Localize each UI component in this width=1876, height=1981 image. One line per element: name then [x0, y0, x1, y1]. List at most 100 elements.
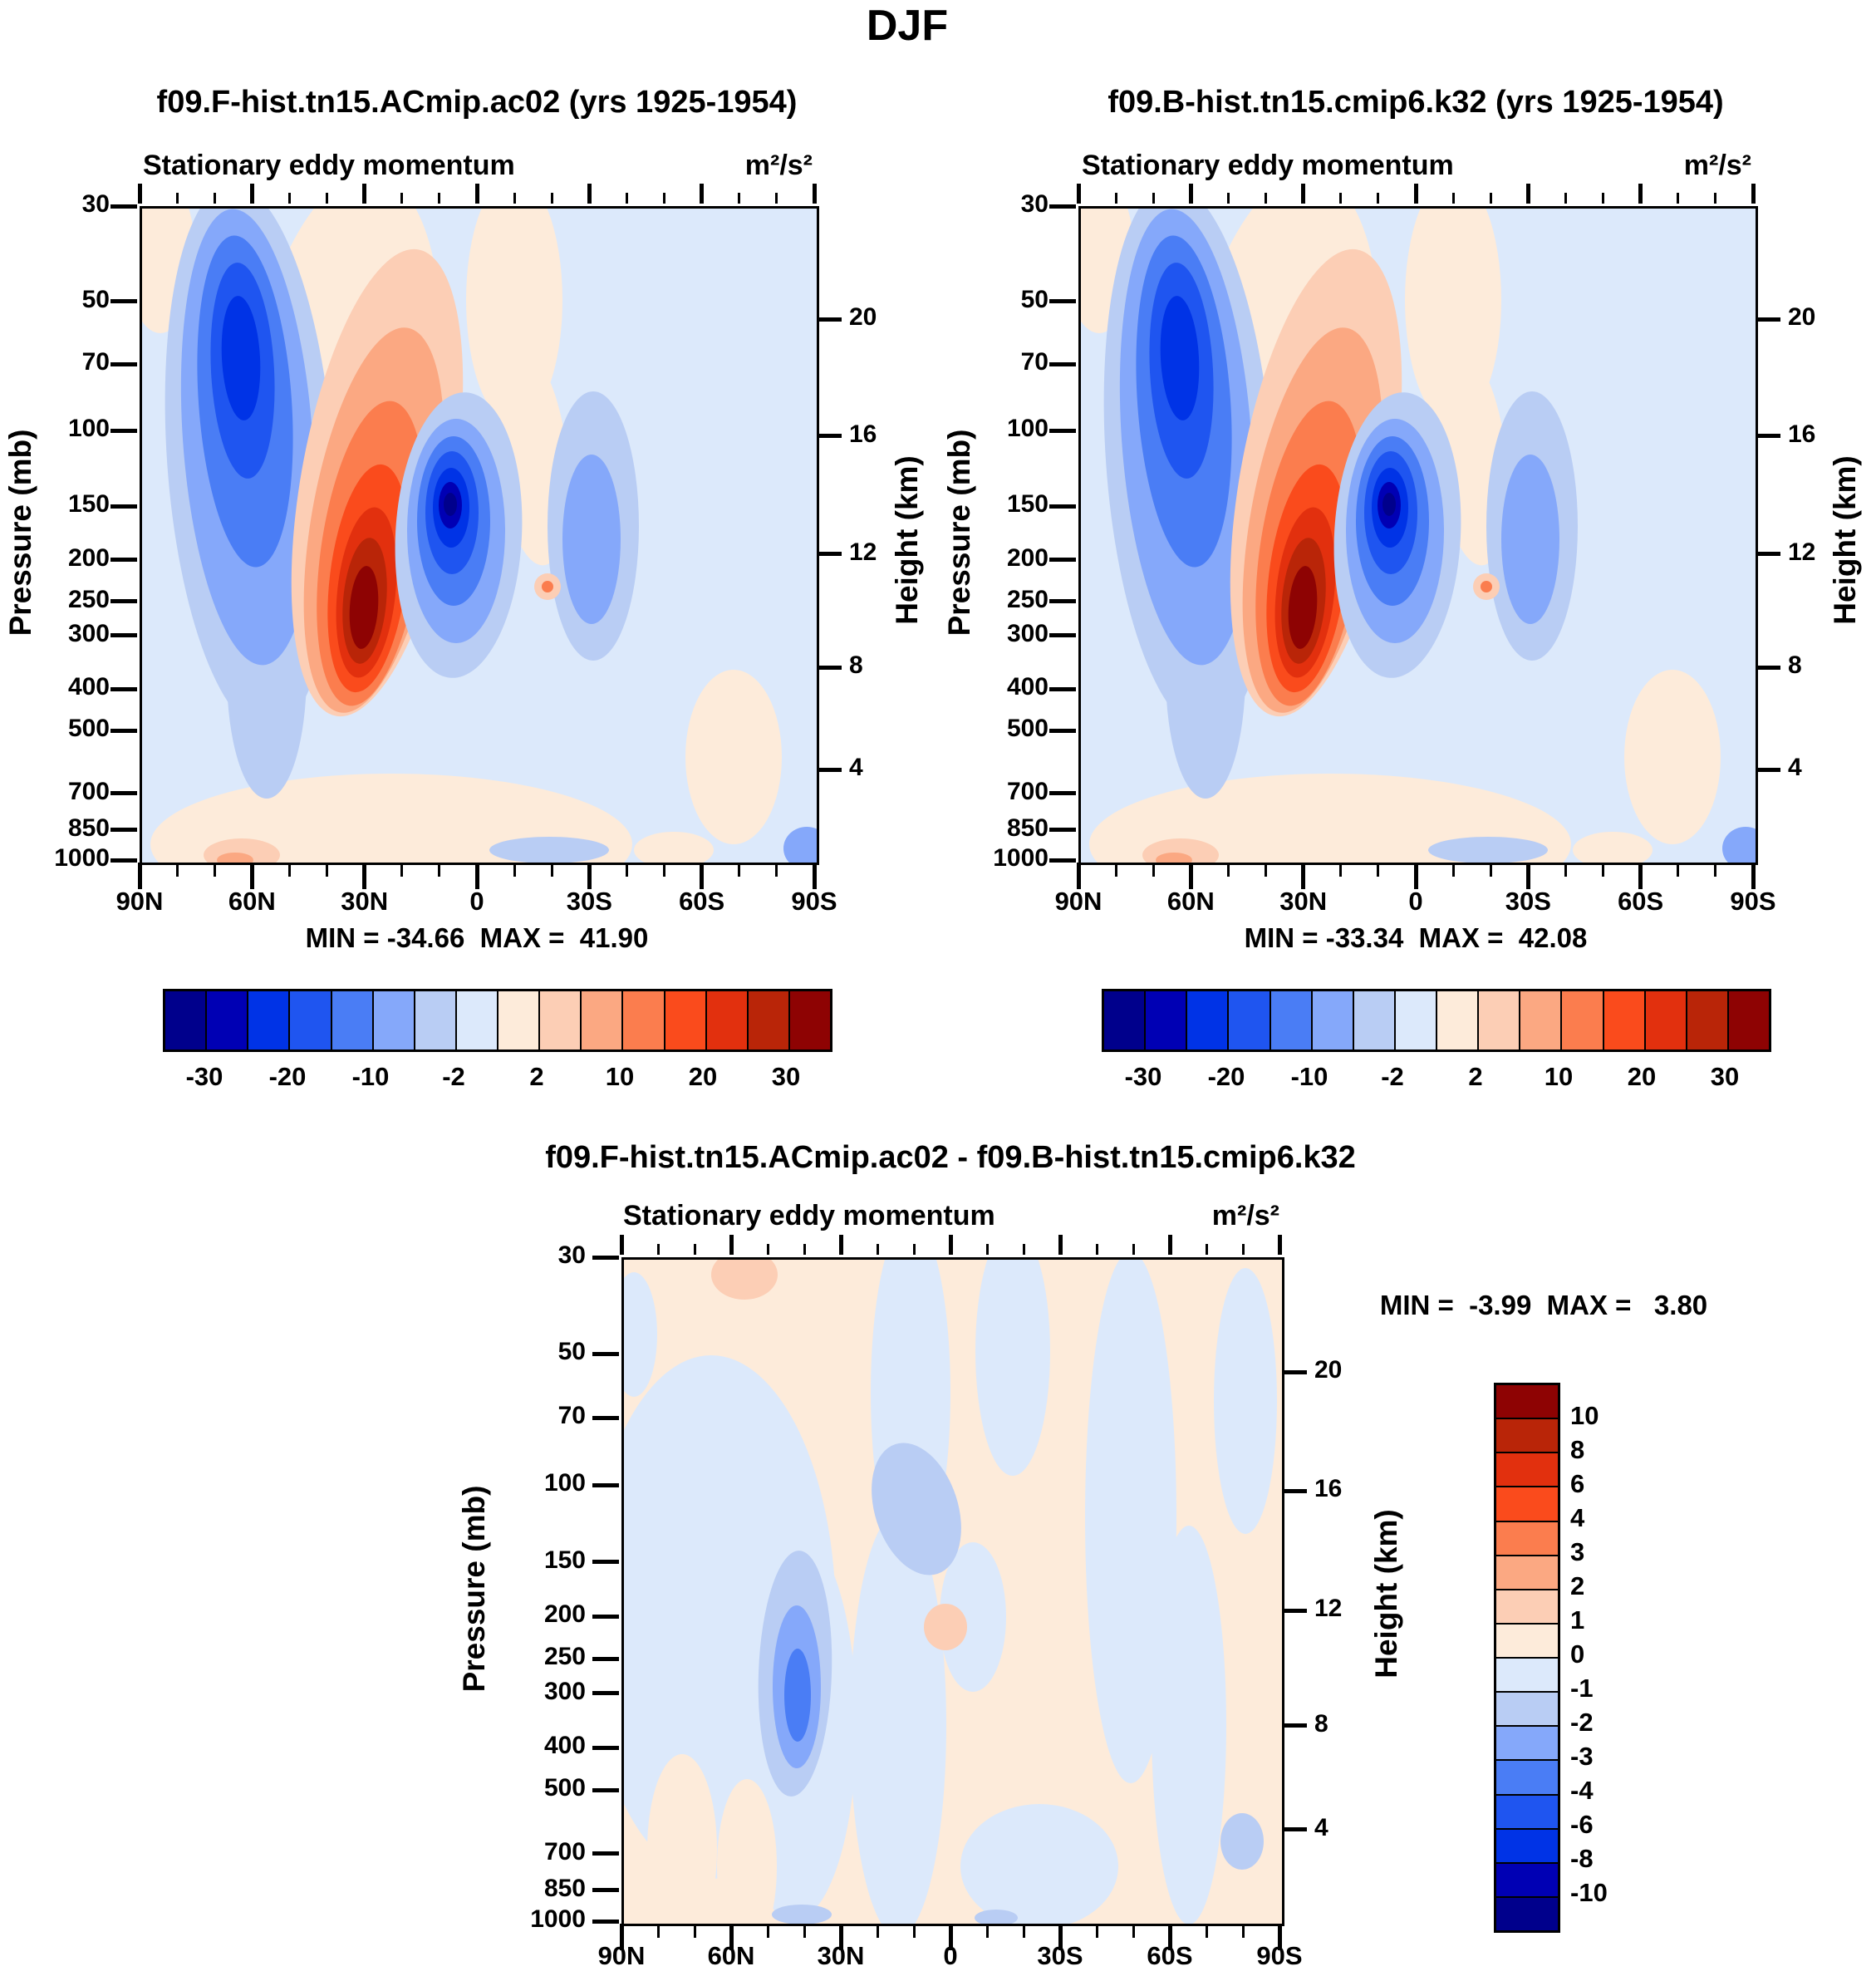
colorbar-cell: [1393, 991, 1436, 1049]
panel-b-contour-field: [1081, 209, 1756, 863]
x-minor-tick: [1451, 863, 1455, 877]
height-tick: [1756, 434, 1780, 439]
x-minor-tick-top: [1714, 193, 1717, 204]
x-minor-tick: [1022, 1924, 1025, 1938]
height-tick: [1756, 665, 1780, 670]
height-tick-label: 16: [1314, 1475, 1343, 1503]
x-tick-label: 30N: [341, 887, 389, 916]
x-major-tick-top: [812, 184, 817, 204]
pressure-tick: [110, 858, 137, 863]
x-tick-label: 90S: [1730, 887, 1776, 916]
colorbar-tick-label: -30: [1124, 1062, 1162, 1091]
x-minor-tick: [400, 863, 404, 877]
x-major-tick: [838, 1924, 843, 1950]
height-tick-label: 12: [1788, 538, 1816, 566]
x-minor-tick-top: [1226, 193, 1230, 204]
colorbar-cell: [1227, 991, 1269, 1049]
pressure-tick-label: 500: [1006, 715, 1048, 743]
pressure-tick-label: 400: [67, 673, 110, 701]
x-minor-tick-top: [438, 193, 441, 204]
pressure-tick: [1049, 299, 1076, 304]
x-major-tick-top: [1188, 184, 1193, 204]
pressure-tick-label: 100: [1006, 415, 1048, 443]
height-tick: [1756, 767, 1780, 772]
panel-c-plot: [621, 1257, 1284, 1926]
colorbar-tick-label: 0: [1570, 1639, 1585, 1669]
x-minor-tick-top: [1377, 193, 1380, 204]
x-minor-tick-top: [1152, 193, 1155, 204]
panel-a-title: f09.F-hist.tn15.ACmip.ac02 (yrs 1925-195…: [156, 85, 798, 120]
x-minor-tick-top: [1677, 193, 1680, 204]
x-major-tick: [1413, 863, 1418, 889]
x-major-tick-top: [1751, 184, 1756, 204]
colorbar-tick-label: 2: [1570, 1571, 1585, 1600]
pressure-tick: [592, 1656, 619, 1661]
x-major-tick: [1638, 863, 1643, 889]
x-minor-tick-top: [775, 193, 778, 204]
x-minor-tick-top: [1265, 193, 1268, 204]
x-tick-label: 0: [943, 1941, 958, 1970]
pressure-tick-label: 200: [543, 1600, 586, 1629]
pressure-tick-label: 1000: [54, 844, 110, 872]
pressure-tick: [1049, 828, 1076, 833]
x-major-tick-top: [948, 1235, 953, 1255]
colorbar-tick-label: -10: [1570, 1878, 1608, 1907]
x-minor-tick: [550, 863, 553, 877]
x-minor-tick-top: [625, 193, 628, 204]
x-minor-tick-top: [656, 1244, 660, 1255]
x-minor-tick-top: [803, 1244, 806, 1255]
colorbar-cell: [1496, 1588, 1558, 1623]
colorbar-cell: [1643, 991, 1686, 1049]
x-minor-tick: [1339, 863, 1343, 877]
height-tick: [817, 552, 842, 557]
colorbar-cell: [705, 991, 747, 1049]
x-minor-tick: [175, 863, 179, 877]
x-minor-tick: [766, 1924, 769, 1938]
x-minor-tick: [1114, 863, 1117, 877]
x-minor-tick: [1489, 863, 1492, 877]
x-minor-tick: [738, 863, 741, 877]
pressure-tick-label: 200: [1006, 543, 1048, 572]
x-major-tick-top: [1301, 184, 1306, 204]
height-tick: [1282, 1723, 1307, 1728]
colorbar-cell: [538, 991, 581, 1049]
colorbar-cell: [1496, 1657, 1558, 1692]
height-tick: [817, 767, 842, 772]
pressure-tick: [110, 633, 137, 638]
pressure-tick-label: 850: [67, 814, 110, 842]
pressure-tick: [592, 1415, 619, 1420]
height-tick: [1756, 317, 1780, 322]
pressure-tick: [1049, 728, 1076, 733]
pressure-tick-label: 50: [557, 1338, 586, 1366]
height-tick-label: 8: [1788, 651, 1802, 680]
height-tick-label: 12: [849, 538, 877, 566]
x-minor-tick: [1226, 863, 1230, 877]
x-minor-tick-top: [663, 193, 666, 204]
x-minor-tick-top: [693, 1244, 696, 1255]
height-tick-label: 8: [849, 651, 863, 680]
panel-a-plot: [140, 206, 819, 865]
x-minor-tick-top: [1489, 193, 1492, 204]
x-major-tick: [587, 863, 592, 889]
x-major-tick: [1277, 1924, 1282, 1950]
x-major-tick: [474, 863, 479, 889]
pressure-tick: [1049, 599, 1076, 604]
x-minor-tick: [1241, 1924, 1245, 1938]
colorbar-cell: [1519, 991, 1561, 1049]
x-major-tick-top: [1058, 1235, 1063, 1255]
x-major-tick: [700, 863, 705, 889]
x-minor-tick-top: [1205, 1244, 1208, 1255]
pressure-tick: [592, 1919, 619, 1924]
height-tick-label: 20: [1314, 1356, 1343, 1384]
colorbar-tick-label: -30: [185, 1062, 223, 1091]
x-minor-tick-top: [326, 193, 329, 204]
colorbar-cell: [1496, 1622, 1558, 1657]
pressure-tick: [1049, 361, 1076, 366]
colorbar-tick-label: -20: [1207, 1062, 1245, 1091]
colorbar-cell: [1496, 1691, 1558, 1726]
height-tick-label: 16: [849, 420, 877, 448]
x-minor-tick-top: [175, 193, 179, 204]
pressure-tick: [1049, 428, 1076, 433]
colorbar-tick-label: -1: [1570, 1674, 1594, 1703]
x-minor-tick-top: [1602, 193, 1605, 204]
